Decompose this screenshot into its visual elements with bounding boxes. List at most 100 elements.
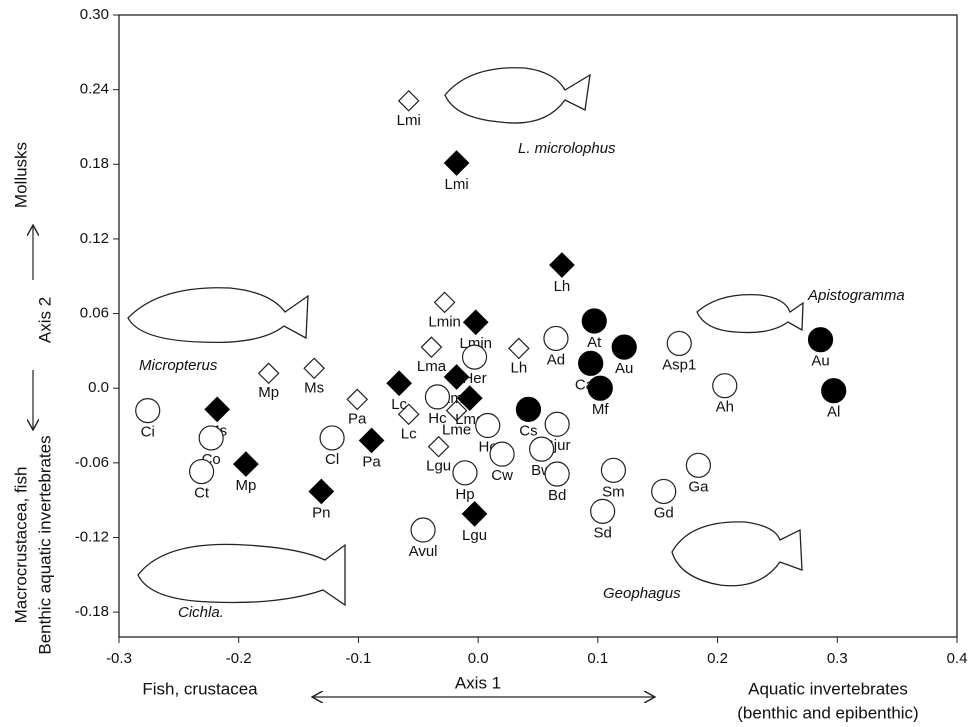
y-bottom-label: Benthic aquatic invertebrates <box>35 435 54 654</box>
fish-name: Cichla. <box>178 604 224 621</box>
y-axis-title: Axis 2 <box>35 297 54 343</box>
y-tick-label: -0.18 <box>75 603 109 620</box>
point-label: Gd <box>654 504 674 521</box>
point-label: Asp1 <box>662 356 696 373</box>
point <box>807 327 834 353</box>
point-label: Her <box>462 370 486 387</box>
fish-name: L. microlophus <box>518 140 616 157</box>
point <box>528 436 555 462</box>
point <box>462 309 489 336</box>
point <box>443 364 470 390</box>
point-label: Hc <box>428 410 447 427</box>
point-label: Mf <box>592 401 609 418</box>
point <box>578 350 604 376</box>
point-label: Avul <box>409 543 438 560</box>
point-label: Lme <box>442 422 471 439</box>
point <box>198 425 224 451</box>
point <box>712 373 738 399</box>
fish-drawings <box>127 67 804 607</box>
point <box>433 291 456 314</box>
point-label: Lh <box>511 359 528 376</box>
fish-name: Apistogramma <box>807 287 905 304</box>
point <box>303 357 325 380</box>
point-label: Au <box>615 360 633 377</box>
x-tick-label: 0.1 <box>587 650 608 667</box>
point <box>507 337 530 360</box>
x-tick-label: 0.0 <box>468 650 489 667</box>
point <box>456 385 483 412</box>
point-label: Lgu <box>426 458 451 475</box>
point-label: Hp <box>455 486 474 503</box>
x-tick-label: 0.2 <box>707 650 728 667</box>
point <box>452 460 478 486</box>
point-label: Pa <box>348 410 367 427</box>
point-label: Lmi <box>445 176 469 193</box>
point <box>489 441 515 467</box>
point <box>590 498 616 524</box>
point-label: Pn <box>312 504 330 521</box>
point-label: Ms <box>304 379 324 396</box>
point <box>651 478 677 505</box>
point <box>346 388 369 411</box>
y-bottom-label: Macrocrustacea, fish <box>11 467 30 624</box>
y-tick-label: 0.24 <box>80 81 109 98</box>
x-left-label: Fish, crustacea <box>142 679 258 698</box>
y-tick-label: 0.06 <box>80 305 109 322</box>
point-label: Mp <box>235 477 256 494</box>
point <box>189 458 215 485</box>
point <box>600 457 627 483</box>
point-label: Ah <box>716 399 734 416</box>
point-label: Lc <box>391 396 407 413</box>
x-tick-label: -0.2 <box>226 650 252 667</box>
point <box>515 396 542 422</box>
x-tick-label: 0.3 <box>827 650 848 667</box>
point <box>666 330 692 357</box>
point <box>461 500 488 527</box>
point <box>424 384 451 410</box>
point <box>308 478 335 505</box>
point <box>581 308 607 334</box>
point <box>445 399 468 422</box>
point <box>257 362 280 385</box>
point <box>587 375 613 401</box>
point <box>443 150 470 176</box>
point-label: Lmi <box>397 112 421 129</box>
y-tick-label: -0.12 <box>75 528 109 545</box>
point <box>319 425 345 451</box>
point-label: Sm <box>602 483 625 500</box>
point-label: Cs <box>519 422 537 439</box>
point-label: Ga <box>688 478 709 495</box>
point-label: At <box>587 334 602 351</box>
point-label: Lmin <box>428 313 461 330</box>
fish-name: Micropterus <box>139 357 218 374</box>
y-top-label: Mollusks <box>11 142 30 208</box>
point <box>204 396 231 423</box>
point-label: Lc <box>401 425 417 442</box>
point-label: Au <box>811 353 829 370</box>
point-label: Ct <box>194 485 210 502</box>
y-tick-label: 0.30 <box>80 6 109 23</box>
x-tick-label: 0.4 <box>947 650 968 667</box>
x-right-label: (benthic and epibenthic) <box>737 703 918 722</box>
y-tick-label: 0.0 <box>88 379 109 396</box>
point-label: Cw <box>491 467 513 484</box>
point-label: Lh <box>554 278 571 295</box>
x-axis-title: Axis 1 <box>455 673 501 692</box>
point <box>611 334 637 360</box>
x-tick-label: -0.1 <box>345 650 371 667</box>
point <box>461 344 488 370</box>
point <box>427 435 450 458</box>
point <box>544 411 570 437</box>
point-label: Mp <box>258 384 279 401</box>
point <box>358 427 385 454</box>
point <box>420 336 443 358</box>
y-tick-label: 0.18 <box>80 155 109 172</box>
point-label: Pa <box>362 453 381 470</box>
point-label: Lgu <box>462 527 487 544</box>
point <box>233 451 259 477</box>
point <box>544 461 570 487</box>
y-tick-label: -0.06 <box>75 454 109 471</box>
point <box>397 89 420 112</box>
y-tick-label: 0.12 <box>80 230 109 247</box>
